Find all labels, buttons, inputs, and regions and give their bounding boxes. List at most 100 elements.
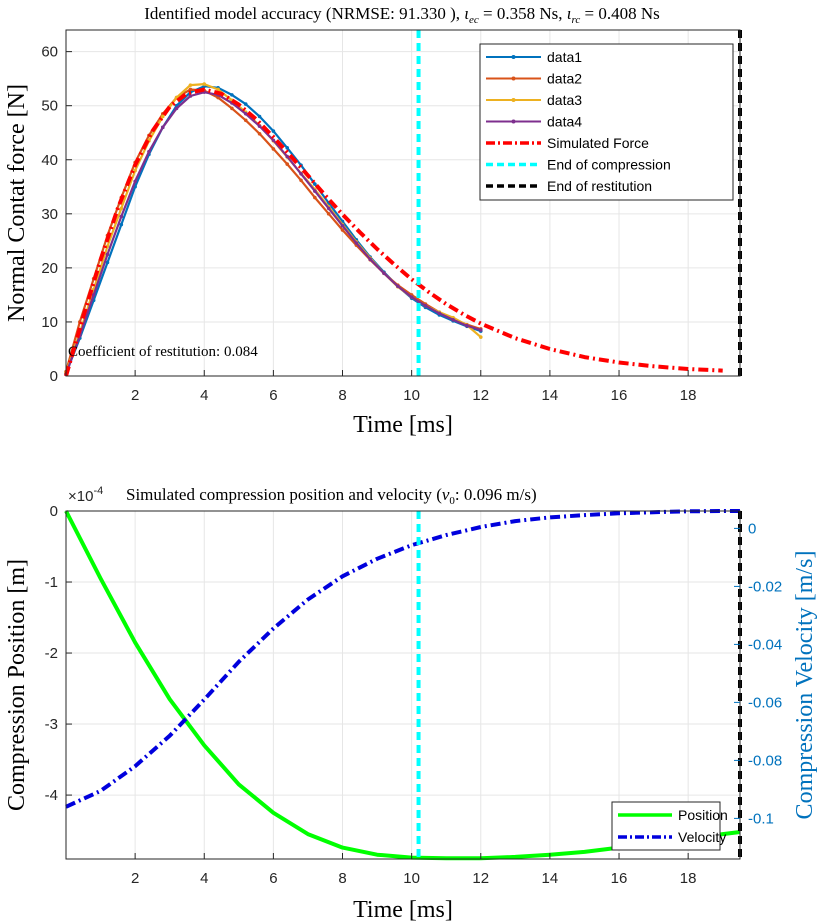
data4-point <box>160 125 165 130</box>
force-plot: 2 4 6 8 10 12 14 16 18 0 10 20 30 40 50 60 Identified … <box>4 4 742 438</box>
data4-point <box>409 295 414 299</box>
data3-point <box>202 82 207 86</box>
data4-point <box>382 271 386 276</box>
force-plot-y-ticks: 0 10 20 30 40 50 60 <box>41 44 72 385</box>
data2-point <box>340 228 345 232</box>
right-y-tick-label: -0.02 <box>748 578 782 595</box>
y-tick-label: 50 <box>41 98 58 115</box>
force-plot-y-label: Normal Contat force [N] <box>4 84 30 322</box>
data4-point <box>313 189 317 193</box>
force-plot-legend: data1 data2 data3 data4 Simulated Force End o… <box>479 43 734 201</box>
data1-point <box>230 93 234 97</box>
legend-label-simulated-force: Simulated Force <box>547 135 649 151</box>
data2-point <box>271 147 276 151</box>
y-tick-label: 60 <box>41 44 58 61</box>
data4-point <box>368 257 372 262</box>
data2-point <box>243 118 248 123</box>
data4-point <box>133 179 137 184</box>
legend-label-end-of-restitution: End of restitution <box>547 178 652 194</box>
data1-point <box>257 114 262 119</box>
data4-point <box>257 124 262 129</box>
x-tick-label: 8 <box>338 387 346 404</box>
data3-point <box>160 114 165 119</box>
data4-point <box>91 293 96 297</box>
data2-point <box>313 195 317 200</box>
force-plot-title: Identified model accuracy (NRMSE: 91.330… <box>144 4 660 26</box>
position-velocity-x-label: Time [ms] <box>353 897 453 923</box>
y-tick-label: 0 <box>50 503 58 520</box>
data4-point <box>174 106 179 111</box>
data1-point <box>119 222 124 227</box>
data1-point <box>243 102 248 106</box>
force-plot-frame <box>65 29 741 377</box>
data4-point <box>396 284 400 289</box>
simulated-force-line <box>64 87 723 377</box>
data4-point <box>326 206 331 211</box>
velocity-line <box>65 509 740 809</box>
position-velocity-title: Simulated compression position and veloc… <box>126 485 537 507</box>
data2-point <box>230 106 234 111</box>
legend-label-position: Position <box>678 807 728 823</box>
data4-point <box>119 214 124 219</box>
x-tick-label: 10 <box>403 870 420 887</box>
y-tick-label: -1 <box>45 574 58 591</box>
data4-point <box>465 323 469 328</box>
position-velocity-legend-box <box>611 801 721 851</box>
data3-point <box>478 335 483 339</box>
velocity-y-label: Compression Velocity [m/s] <box>792 551 818 820</box>
data4-point <box>451 317 455 322</box>
legend-label-data1: data1 <box>547 49 582 65</box>
legend-label-data4: data4 <box>547 114 582 130</box>
x-tick-label: 16 <box>611 870 628 887</box>
x-tick-label: 6 <box>269 387 277 404</box>
data2-point <box>257 132 262 136</box>
force-plot-x-label: Time [ms] <box>353 412 453 438</box>
data3-point <box>188 83 193 87</box>
x-tick-label: 8 <box>338 870 346 887</box>
position-velocity-plot-frame <box>65 510 741 860</box>
restitution-annotation: Coefficient of restitution: 0.084 <box>68 344 258 360</box>
legend-label-velocity: Velocity <box>678 829 726 845</box>
y-tick-label: 40 <box>41 152 58 169</box>
position-velocity-legend: Position Velocity <box>611 801 728 851</box>
legend-label-data3: data3 <box>547 92 582 108</box>
legend-marker-data1 <box>511 55 516 59</box>
legend-marker-data3 <box>511 98 516 102</box>
legend-label-data2: data2 <box>547 71 582 87</box>
legend-marker-data2 <box>511 76 516 81</box>
right-y-tick-label: 0 <box>748 520 756 537</box>
x-tick-label: 18 <box>680 387 697 404</box>
y-tick-label: 20 <box>41 260 58 277</box>
data1-point <box>285 146 290 150</box>
y-tick-label: -3 <box>45 716 58 733</box>
position-y-label: Compression Position [m] <box>4 559 30 811</box>
x-tick-label: 4 <box>200 387 208 404</box>
data4-point <box>423 303 428 308</box>
y-tick-label: -4 <box>45 787 58 804</box>
y-tick-label: 0 <box>50 368 58 385</box>
position-velocity-x-ticks: 2 4 6 8 10 12 14 16 18 <box>131 853 697 887</box>
data4-point <box>437 311 442 316</box>
position-y-ticks: 0 -1 -2 -3 -4 <box>45 503 72 804</box>
data4-point <box>285 154 290 159</box>
right-y-tick-label: -0.06 <box>748 694 782 711</box>
x-tick-label: 4 <box>200 870 208 887</box>
data4-point <box>299 172 303 176</box>
data2-point <box>326 212 331 216</box>
x-tick-label: 6 <box>269 870 277 887</box>
x-tick-label: 14 <box>542 870 559 887</box>
x-tick-label: 2 <box>131 870 139 887</box>
data1-point <box>105 260 110 265</box>
right-y-tick-label: -0.1 <box>748 810 774 827</box>
position-exponent-label: ×10-4 <box>68 485 103 505</box>
x-tick-label: 18 <box>680 870 697 887</box>
x-tick-label: 12 <box>472 870 489 887</box>
x-tick-label: 10 <box>403 387 420 404</box>
data4-point <box>478 328 483 332</box>
data2-point <box>285 162 290 166</box>
y-tick-label: 10 <box>41 314 58 331</box>
data4-point <box>105 252 110 257</box>
x-tick-label: 16 <box>611 387 628 404</box>
velocity-y-ticks: 0 -0.02 -0.04 -0.06 -0.08 -0.1 <box>734 520 782 827</box>
